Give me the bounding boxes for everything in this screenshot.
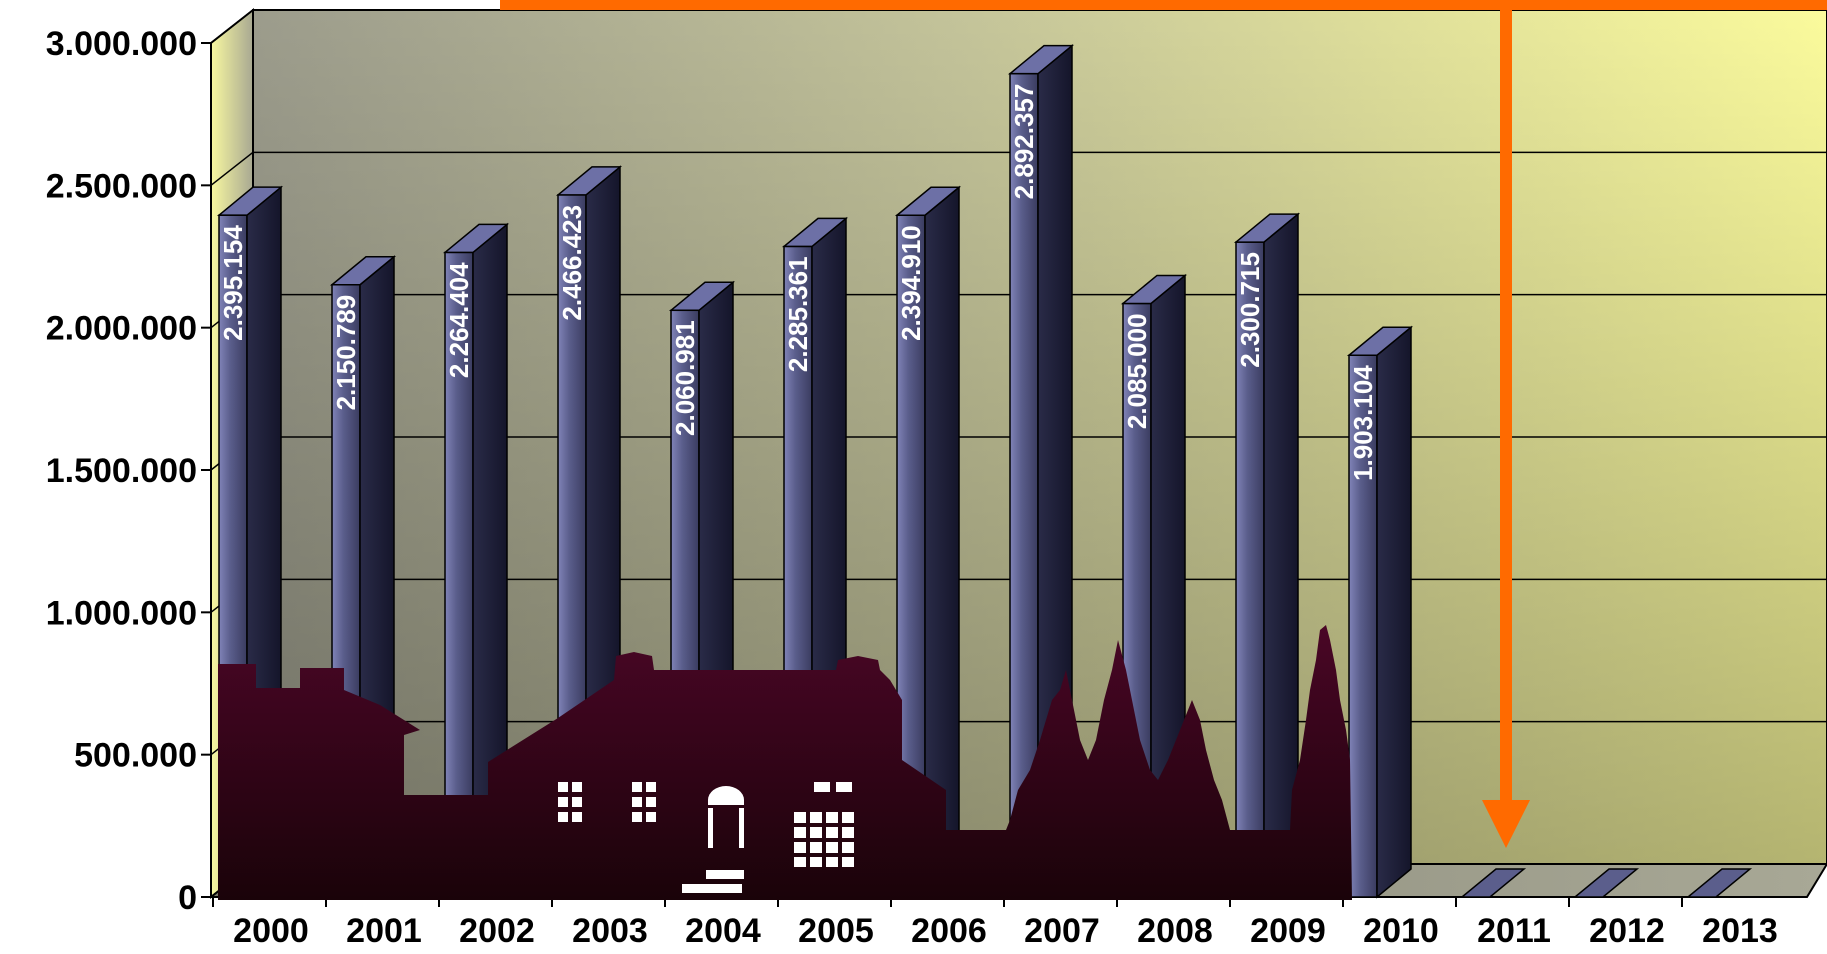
- x-tick-label-2011: 2011: [1477, 912, 1551, 950]
- arrow-top-bar: [500, 0, 1827, 10]
- city-silhouette: [218, 625, 1352, 900]
- x-tick-label-2000: 2000: [233, 912, 309, 950]
- gridline-side: [210, 9, 254, 44]
- bar-2011: [1459, 868, 1527, 898]
- arrow-shaft: [1500, 0, 1512, 808]
- data-label-2001: 2.150.789: [331, 295, 361, 411]
- bar-zero-2013: [1685, 868, 1753, 898]
- x-tick-label-2013: 2013: [1702, 912, 1778, 950]
- data-label-2006: 2.394.910: [896, 225, 926, 341]
- x-tick-label-2008: 2008: [1137, 912, 1213, 950]
- bar-top-2010: [1346, 326, 1414, 356]
- bar-top-2008: [1120, 274, 1188, 305]
- bar-2009: [1233, 212, 1301, 899]
- data-label-2004: 2.060.981: [670, 320, 700, 436]
- y-tick-label: 500.000: [74, 737, 197, 775]
- bar-top-2005: [781, 217, 849, 248]
- y-tick-label: 0: [178, 879, 197, 917]
- bar-zero-2011: [1459, 868, 1527, 898]
- bar-top-2007: [1007, 44, 1075, 75]
- x-tick-label-2010: 2010: [1363, 912, 1439, 950]
- window-lights: [558, 782, 854, 893]
- data-label-2010: 1.903.104: [1348, 365, 1378, 481]
- data-label-2007: 2.892.357: [1009, 84, 1039, 200]
- labels: 0 500.000 1.000.000 1.500.000 2.000.000 2.500…: [46, 25, 1778, 950]
- x-tick-label-2002: 2002: [459, 912, 535, 950]
- x-tick-label-2006: 2006: [911, 912, 987, 950]
- bars: [216, 44, 1753, 899]
- y-tick-label: 1.000.000: [46, 594, 197, 632]
- bar-zero-2012: [1572, 868, 1640, 898]
- data-label-2002: 2.264.404: [444, 262, 474, 378]
- orange-arrow-annotation: [500, 0, 1827, 848]
- x-tick-label-2007: 2007: [1024, 912, 1100, 950]
- y-tick-label: 2.500.000: [46, 167, 197, 205]
- bar-top-2002: [442, 223, 510, 254]
- bar-top-2003: [555, 166, 623, 196]
- data-label-2009: 2.300.715: [1235, 252, 1265, 368]
- data-label-2008: 2.085.000: [1122, 313, 1152, 429]
- bar-top-2009: [1233, 213, 1301, 243]
- gridline-side: [210, 151, 254, 186]
- data-label-2000: 2.395.154: [218, 225, 248, 341]
- arrow-head: [1482, 800, 1530, 848]
- y-tick-label: 2.000.000: [46, 310, 197, 348]
- x-tick-label-2009: 2009: [1250, 912, 1326, 950]
- x-tick-label-2005: 2005: [798, 912, 874, 950]
- bar-top-2004: [668, 281, 736, 312]
- bar-2012: [1572, 868, 1640, 898]
- y-tick-label: 3.000.000: [46, 25, 197, 63]
- y-tick-label: 1.500.000: [46, 452, 197, 490]
- bar-2013: [1685, 868, 1753, 898]
- bar-2010: [1346, 325, 1414, 899]
- bar-top-2000: [216, 186, 284, 216]
- x-tick-label-2003: 2003: [572, 912, 648, 950]
- bar-top-2006: [894, 186, 962, 216]
- data-label-2003: 2.466.423: [557, 205, 587, 321]
- x-tick-label-2004: 2004: [685, 912, 761, 950]
- x-tick-label-2012: 2012: [1589, 912, 1665, 950]
- x-tick-label-2001: 2001: [346, 912, 422, 950]
- bar-front-2002: [444, 251, 474, 898]
- bar-top-2001: [329, 255, 397, 286]
- bar-2002: [442, 222, 510, 899]
- data-label-2005: 2.285.361: [783, 256, 813, 372]
- bar-side-2010: [1376, 325, 1412, 899]
